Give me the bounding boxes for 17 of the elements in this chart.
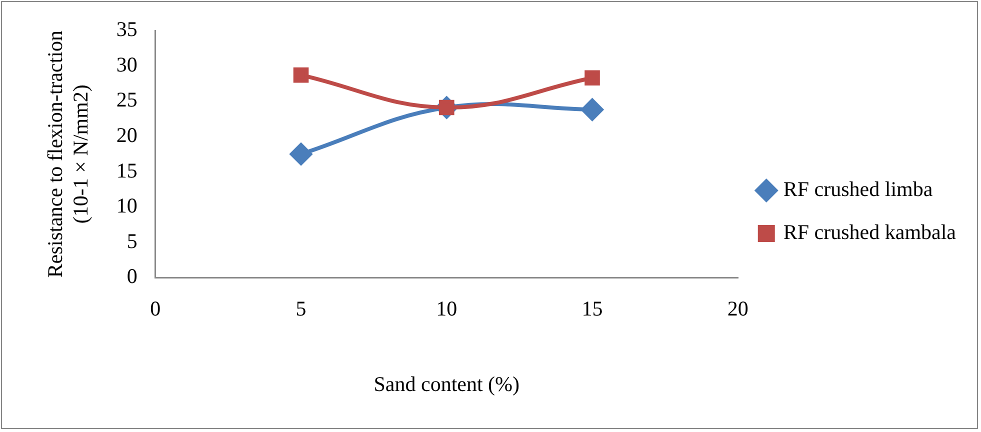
y-tick-label: 10	[116, 194, 138, 218]
y-tick-label: 30	[116, 52, 138, 76]
legend-label: RF crushed kambala	[783, 220, 957, 244]
y-tick-label: 5	[126, 228, 138, 253]
x-tick-label: 20	[727, 296, 748, 321]
x-tick-label: 10	[436, 296, 458, 321]
x-tick-label: 5	[296, 296, 306, 321]
y-tick-label: 35	[116, 17, 138, 42]
y-tick-label: 0	[126, 264, 138, 288]
y-tick-label: 25	[116, 88, 138, 112]
y-axis-title: Resistance to flexion-traction (10-1 × N/mm2)	[43, 30, 92, 278]
x-axis-title: Sand content (%)	[374, 372, 520, 396]
x-tick-label: 0	[150, 296, 161, 321]
y-tick-label: 20	[116, 122, 138, 147]
legend-label: RF crushed limba	[783, 177, 934, 202]
y-tick-label: 15	[116, 158, 138, 182]
x-tick-label: 15	[582, 296, 603, 321]
